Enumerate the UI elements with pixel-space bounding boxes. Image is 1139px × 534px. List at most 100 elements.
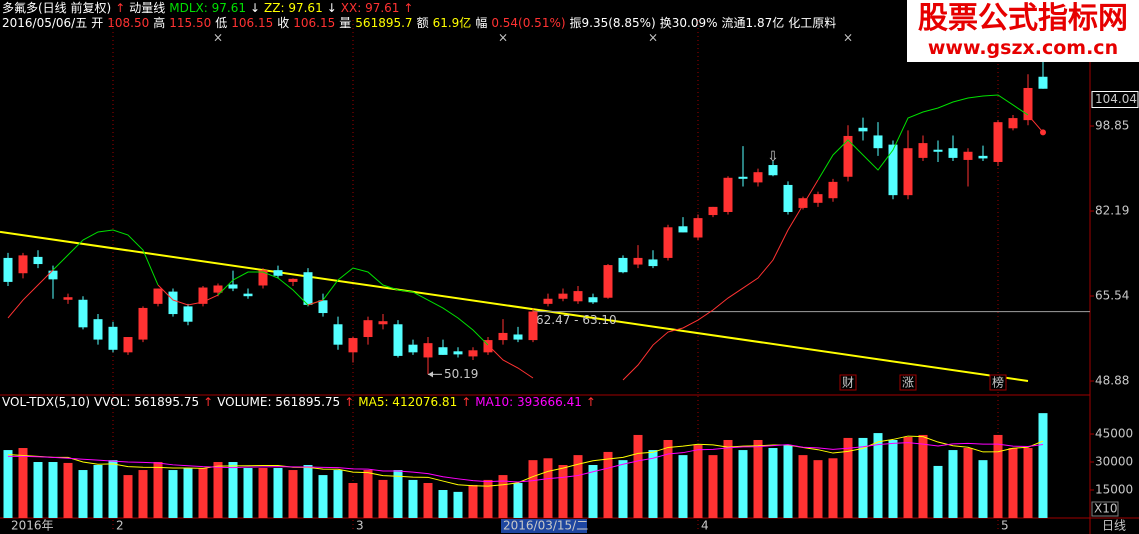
y-tick-label: 45000 <box>1095 427 1133 441</box>
candle-body <box>33 256 43 265</box>
candle-body <box>363 320 373 338</box>
header-item: 106.15 <box>293 16 336 30</box>
volume-bar <box>573 455 583 518</box>
top-marker: × <box>213 31 223 45</box>
header-item: 额 <box>416 16 429 30</box>
volume-bar <box>318 475 328 518</box>
candle-body <box>888 144 898 196</box>
volume-bar <box>723 439 733 518</box>
candle-body <box>318 300 328 314</box>
header-item: ↓ <box>326 1 337 15</box>
volume-bar <box>48 462 58 518</box>
candle-body <box>348 338 358 353</box>
candle-body <box>48 270 58 280</box>
candle-body <box>573 291 583 302</box>
volume-bar <box>693 445 703 518</box>
header-item: ↑ <box>585 395 596 409</box>
volume-bar <box>678 455 688 518</box>
candle-body <box>123 337 133 353</box>
candle-body <box>393 324 403 356</box>
header-item: 动量线 <box>129 1 166 15</box>
trend-line <box>0 230 1029 383</box>
candle-body <box>993 122 1003 162</box>
volume-bar <box>138 470 148 518</box>
candle-body <box>693 218 703 238</box>
header-item: 量 <box>339 16 352 30</box>
header-line: 多氟多(日线 前复权) ↑ 动量线 MDLX: 97.61 ↓ ZZ: 97.61 ↓ XX:… <box>2 1 417 15</box>
candle-body <box>258 270 268 286</box>
volume-bar <box>1008 448 1018 518</box>
unit-box <box>1091 501 1119 517</box>
volume-bar <box>393 470 403 518</box>
candle-body <box>663 227 673 258</box>
candle-body <box>813 194 823 203</box>
volume-bar <box>243 467 253 518</box>
cursor-date-bg <box>501 519 587 533</box>
candle-body <box>228 284 238 289</box>
candle-body <box>378 321 388 325</box>
volume-ma-line <box>8 442 1044 483</box>
candle-body <box>603 265 613 298</box>
volume-bar <box>858 437 868 518</box>
header-item: 流通1.87亿 <box>721 16 785 30</box>
candle-body <box>483 340 493 353</box>
x-tick-label: 4 <box>701 519 709 533</box>
candle-body <box>3 257 13 282</box>
candle-body <box>198 287 208 304</box>
x-tick-label: 2016年 <box>11 519 54 533</box>
indicator-line <box>7 114 1044 381</box>
volume-bar <box>228 462 238 518</box>
quote-line: 2016/05/06/五开 108.50 高 115.50 低 106.15 收 106.15… <box>2 16 840 30</box>
candle-body <box>648 259 658 267</box>
volume-bar <box>558 464 568 518</box>
candle-body <box>498 332 508 341</box>
volume-bar <box>888 439 898 518</box>
top-marker: × <box>843 31 853 45</box>
indicator-end-dot <box>1040 129 1046 136</box>
candle-body <box>723 177 733 212</box>
volume-bar <box>633 434 643 518</box>
candle-body <box>513 334 523 340</box>
x-tick-label: 2016/03/15/二 <box>503 519 588 533</box>
volume-bar <box>813 460 823 518</box>
x-tick-label: 3 <box>356 519 364 533</box>
volume-bar <box>3 450 13 518</box>
candle-body <box>138 307 148 340</box>
volume-bar <box>663 439 673 518</box>
header-item: 开 <box>91 16 104 30</box>
candle-body <box>978 155 988 159</box>
header-item: MDLX: 97.61 <box>169 1 246 15</box>
candle-body <box>1008 118 1018 129</box>
volume-bar <box>363 470 373 518</box>
volume-bar <box>348 483 358 518</box>
header-item: 108.50 <box>107 16 150 30</box>
candle-body <box>213 285 223 293</box>
candle-body <box>168 291 178 315</box>
candle-body <box>93 319 103 340</box>
volume-bar <box>618 460 628 518</box>
candle-body <box>333 324 343 345</box>
top-marker: × <box>498 31 508 45</box>
volume-bar <box>978 460 988 518</box>
volume-bar <box>588 464 598 518</box>
header-item: 115.50 <box>169 16 212 30</box>
header-item: VOLUME: 561895.75 <box>217 395 341 409</box>
volume-bar <box>33 462 43 518</box>
volume-bar <box>333 470 343 518</box>
volume-bar <box>648 450 658 518</box>
volume-bar <box>1038 413 1048 518</box>
last-price-box <box>1091 91 1139 109</box>
candle-body <box>753 172 763 183</box>
candle-body <box>1023 87 1033 121</box>
header-item: 低 <box>215 16 228 30</box>
y-tick-label: 82.19 <box>1095 204 1129 218</box>
candle-body <box>288 278 298 282</box>
candle-body <box>948 148 958 158</box>
event-box <box>899 374 917 391</box>
y-tick-label: 30000 <box>1095 455 1133 469</box>
watermark: 股票公式指标网 www.gszx.com.cn <box>907 0 1139 62</box>
header-item: ↑ <box>461 395 472 409</box>
volume-ma-line <box>7 435 1044 487</box>
top-marker: × <box>648 31 658 45</box>
